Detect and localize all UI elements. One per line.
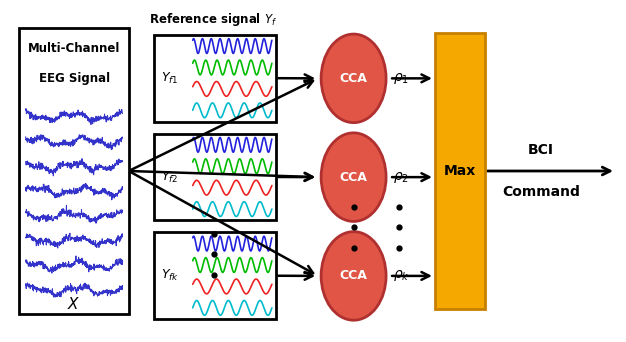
Text: Multi-Channel: Multi-Channel bbox=[28, 42, 120, 55]
Text: CCA: CCA bbox=[340, 72, 367, 85]
Text: $Y_{f2}$: $Y_{f2}$ bbox=[161, 169, 178, 185]
Text: EEG Signal: EEG Signal bbox=[39, 72, 110, 85]
FancyBboxPatch shape bbox=[435, 33, 485, 309]
Text: BCI: BCI bbox=[528, 143, 554, 157]
Text: $\rho_1$: $\rho_1$ bbox=[393, 71, 409, 86]
Ellipse shape bbox=[321, 232, 386, 320]
FancyBboxPatch shape bbox=[154, 232, 275, 319]
Text: CCA: CCA bbox=[340, 269, 367, 282]
Ellipse shape bbox=[321, 34, 386, 123]
Text: $Y_{fk}$: $Y_{fk}$ bbox=[160, 268, 178, 283]
Text: $\rho_2$: $\rho_2$ bbox=[393, 170, 409, 185]
Text: Max: Max bbox=[444, 164, 476, 178]
FancyBboxPatch shape bbox=[19, 28, 129, 314]
Text: $X$: $X$ bbox=[68, 297, 81, 312]
Text: CCA: CCA bbox=[340, 171, 367, 184]
Text: $\rho_k$: $\rho_k$ bbox=[393, 268, 410, 284]
FancyBboxPatch shape bbox=[154, 35, 275, 122]
FancyBboxPatch shape bbox=[154, 133, 275, 220]
Text: $Y_{f1}$: $Y_{f1}$ bbox=[161, 71, 178, 86]
Text: Reference signal $Y_f$: Reference signal $Y_f$ bbox=[149, 11, 277, 28]
Text: Command: Command bbox=[502, 185, 580, 199]
Ellipse shape bbox=[321, 133, 386, 221]
